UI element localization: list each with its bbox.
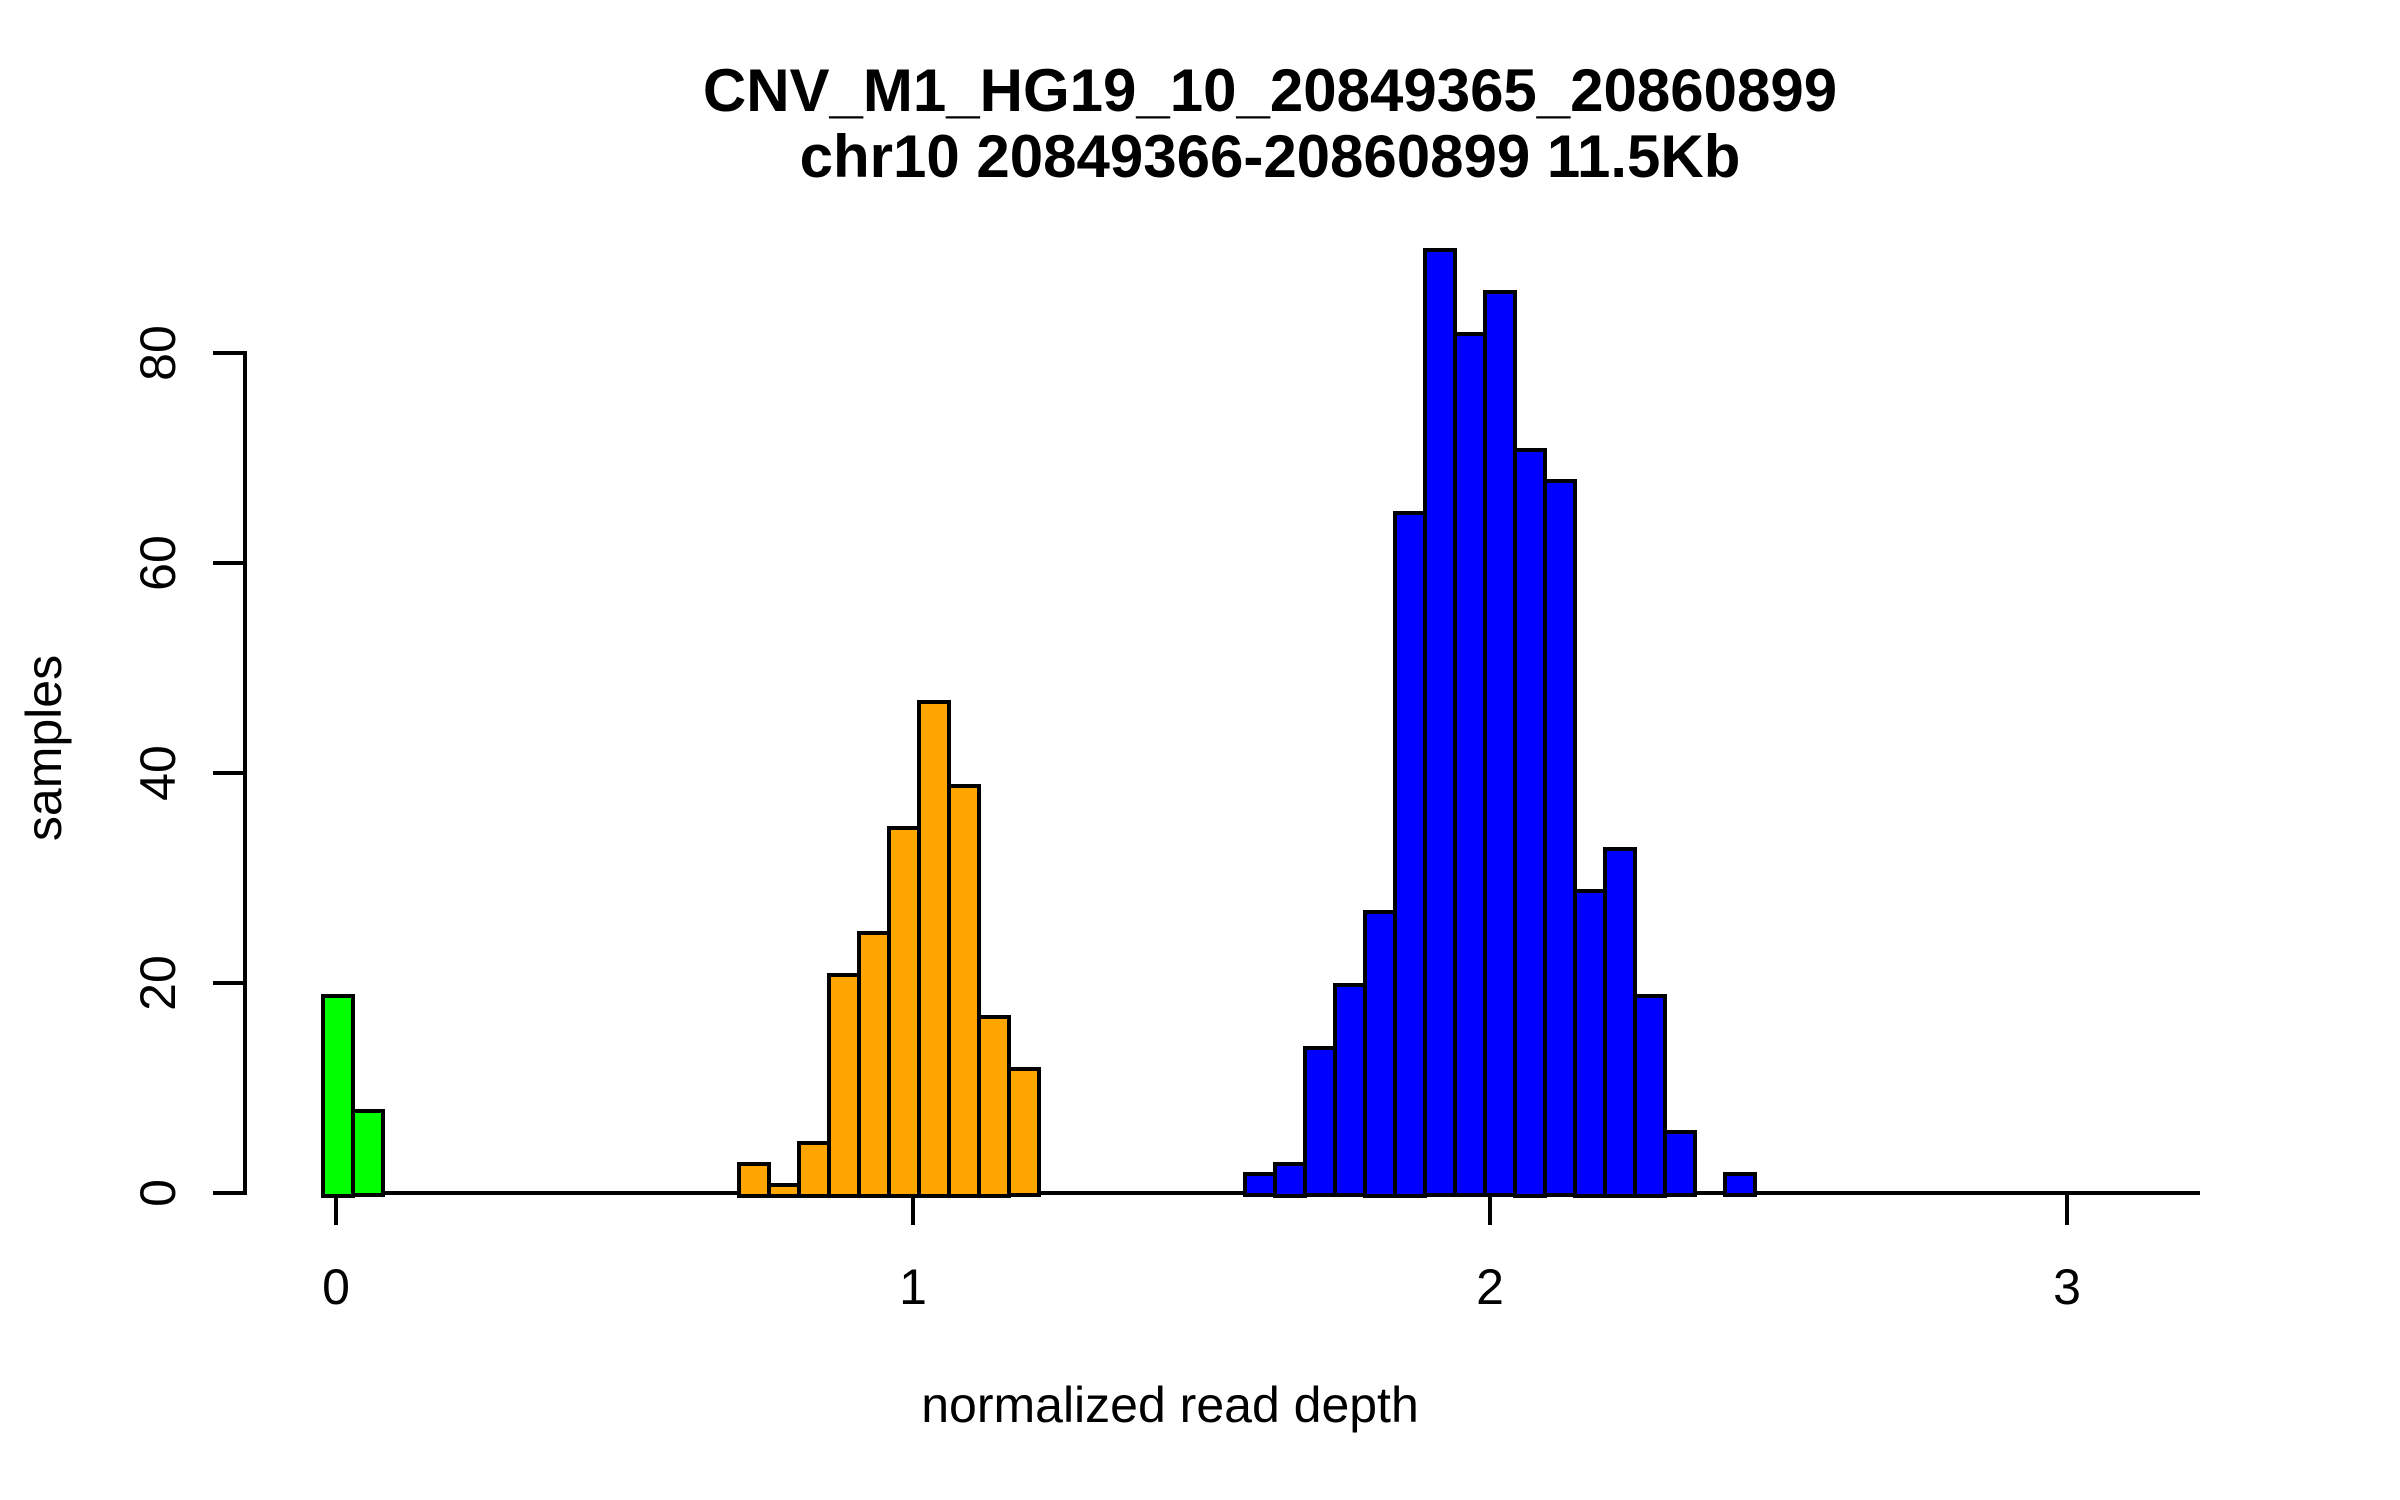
histogram-bar (1633, 994, 1667, 1198)
histogram-bar (887, 826, 921, 1198)
histogram-bar (1393, 511, 1427, 1198)
histogram-bar (947, 784, 981, 1198)
x-tick (2065, 1193, 2069, 1225)
y-tick-label: 80 (130, 325, 186, 381)
histogram-bar (1603, 847, 1637, 1198)
histogram-bar (797, 1141, 831, 1198)
y-tick-label: 40 (130, 745, 186, 801)
y-tick-label: 60 (130, 535, 186, 591)
histogram-bar (1333, 983, 1367, 1197)
histogram-bar (1723, 1172, 1757, 1197)
histogram-bar (737, 1162, 771, 1198)
chart-title: CNV_M1_HG19_10_20849365_20860899 (702, 57, 1838, 124)
y-tick (213, 771, 245, 775)
x-tick-label: 2 (1476, 1259, 1504, 1315)
histogram-bar (977, 1015, 1011, 1198)
histogram-bar (1363, 910, 1397, 1198)
histogram-bar (1243, 1172, 1277, 1197)
y-tick (213, 561, 245, 565)
histogram-bar (1273, 1162, 1307, 1198)
x-tick (1488, 1193, 1492, 1225)
histogram-bar (1483, 290, 1517, 1197)
histogram-bar (767, 1183, 801, 1198)
histogram-bar (1543, 479, 1577, 1197)
y-tick (213, 351, 245, 355)
x-tick-label: 0 (322, 1259, 350, 1315)
y-tick-label: 20 (130, 955, 186, 1011)
histogram-bar (321, 994, 355, 1198)
histogram-bar (1007, 1067, 1041, 1197)
histogram-bar (1573, 889, 1607, 1198)
x-tick (334, 1193, 338, 1225)
histogram-bar (1423, 248, 1457, 1197)
histogram-bar (1453, 332, 1487, 1197)
histogram-bar (1663, 1130, 1697, 1197)
y-axis-title: samples (16, 654, 72, 842)
x-tick-label: 1 (899, 1259, 927, 1315)
histogram-bar (351, 1109, 385, 1197)
x-axis-title: normalized read depth (921, 1377, 1419, 1433)
chart-title-block: CNV_M1_HG19_10_20849365_20860899 chr10 2… (703, 58, 1837, 190)
histogram-bar (1303, 1046, 1337, 1197)
histogram-bar (1513, 448, 1547, 1198)
y-axis-line (243, 351, 247, 1195)
x-tick-label: 3 (2053, 1259, 2081, 1315)
x-tick (911, 1193, 915, 1225)
histogram-bar (827, 973, 861, 1198)
chart-subtitle: chr10 20849366-20860899 11.5Kb (799, 123, 1741, 190)
histogram-bar (857, 931, 891, 1198)
y-tick (213, 1191, 245, 1195)
y-tick-label: 0 (130, 1179, 186, 1207)
y-tick (213, 981, 245, 985)
histogram-bar (917, 700, 951, 1198)
